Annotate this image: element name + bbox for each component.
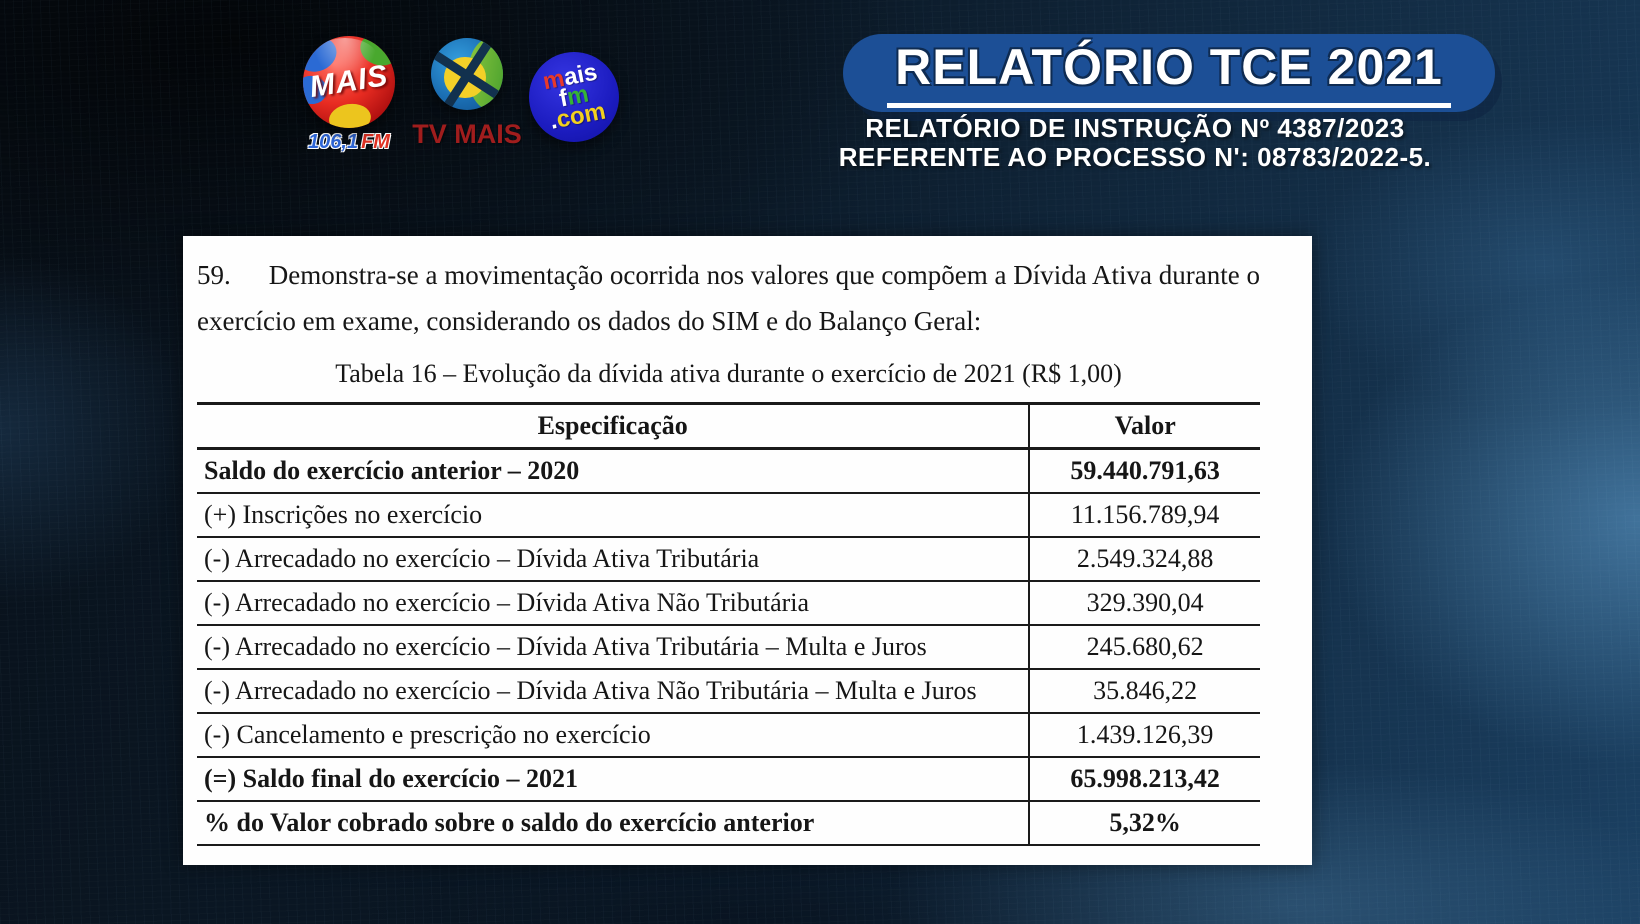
row-label: (=) Saldo final do exercício – 2021 xyxy=(197,757,1031,802)
row-value: 11.156.789,94 xyxy=(1029,493,1260,538)
radio-mais-logo: MAIS 106,1 FM xyxy=(287,36,411,154)
row-label: (-) Cancelamento e prescrição no exercíc… xyxy=(197,713,1031,758)
table-row: % do Valor cobrado sobre o saldo do exer… xyxy=(197,801,1260,846)
row-value: 245.680,62 xyxy=(1029,625,1260,670)
row-label: (-) Arrecadado no exercício – Dívida Ati… xyxy=(197,669,1031,714)
radio-frequency-label: 106,1 FM xyxy=(287,131,411,154)
row-label: % do Valor cobrado sobre o saldo do exer… xyxy=(197,801,1031,846)
column-header-especificacao: Especificação xyxy=(197,403,1031,450)
table-row: (=) Saldo final do exercício – 2021 65.9… xyxy=(197,757,1260,802)
table-caption: Tabela 16 – Evolução da dívida ativa dur… xyxy=(335,359,1122,388)
row-value: 5,32% xyxy=(1029,801,1260,846)
radio-frequency-number: 106,1 xyxy=(308,131,359,153)
table-row: (-) Cancelamento e prescrição no exercíc… xyxy=(197,713,1260,758)
paragraph-number: 59. xyxy=(197,260,231,290)
paragraph-text: Demonstra-se a movimentação ocorrida nos… xyxy=(197,260,1260,336)
divida-ativa-table: Especificação Valor Saldo do exercício a… xyxy=(197,402,1260,846)
sphere-gloss-highlight xyxy=(312,37,379,81)
row-value: 59.440.791,63 xyxy=(1029,448,1260,494)
title-banner: RELATÓRIO TCE 2021 xyxy=(843,34,1495,112)
table-row: (-) Arrecadado no exercício – Dívida Ati… xyxy=(197,625,1260,670)
radio-mais-sphere-icon: MAIS xyxy=(303,36,395,128)
page-title: RELATÓRIO TCE 2021 xyxy=(887,38,1451,108)
subtitle: RELATÓRIO DE INSTRUÇÃO Nº 4387/2023 REFE… xyxy=(740,114,1530,172)
row-value: 35.846,22 xyxy=(1029,669,1260,714)
subtitle-line-1: RELATÓRIO DE INSTRUÇÃO Nº 4387/2023 xyxy=(865,113,1405,143)
tv-mais-logo: TV MAIS xyxy=(408,38,526,150)
row-label: (-) Arrecadado no exercício – Dívida Ati… xyxy=(197,581,1031,626)
maisfm-line-com: .com xyxy=(547,97,608,135)
paragraph-59: 59. Demonstra-se a movimentação ocorrida … xyxy=(197,252,1260,344)
tv-mais-globe-icon xyxy=(431,38,503,110)
maisfm-com-wordmark: mais fm .com xyxy=(541,58,608,135)
row-label: (-) Arrecadado no exercício – Dívida Ati… xyxy=(197,625,1031,670)
table-row: (-) Arrecadado no exercício – Dívida Ati… xyxy=(197,669,1260,714)
table-row: (-) Arrecadado no exercício – Dívida Ati… xyxy=(197,537,1260,582)
row-value: 65.998.213,42 xyxy=(1029,757,1260,802)
tv-mais-label: TV MAIS xyxy=(412,119,522,149)
table-row: Saldo do exercício anterior – 2020 59.44… xyxy=(197,448,1260,494)
row-value: 1.439.126,39 xyxy=(1029,713,1260,758)
column-header-valor: Valor xyxy=(1029,403,1260,450)
row-label: (+) Inscrições no exercício xyxy=(197,493,1031,538)
subtitle-line-2: REFERENTE AO PROCESSO N': 08783/2022-5. xyxy=(838,142,1432,172)
row-label: (-) Arrecadado no exercício – Dívida Ati… xyxy=(197,537,1031,582)
document-panel: 59. Demonstra-se a movimentação ocorrida … xyxy=(183,236,1312,865)
table-row: (-) Arrecadado no exercício – Dívida Ati… xyxy=(197,581,1260,626)
sphere-patch-yellow xyxy=(326,101,373,128)
table-row: (+) Inscrições no exercício 11.156.789,9… xyxy=(197,493,1260,538)
maisfm-com-circle-icon: mais fm .com xyxy=(529,52,619,142)
row-value: 2.549.324,88 xyxy=(1029,537,1260,582)
radio-frequency-fm: FM xyxy=(361,131,390,153)
table-header-row: Especificação Valor xyxy=(197,403,1260,450)
row-value: 329.390,04 xyxy=(1029,581,1260,626)
maisfm-com-logo: mais fm .com xyxy=(529,52,619,142)
row-label: Saldo do exercício anterior – 2020 xyxy=(197,448,1031,494)
